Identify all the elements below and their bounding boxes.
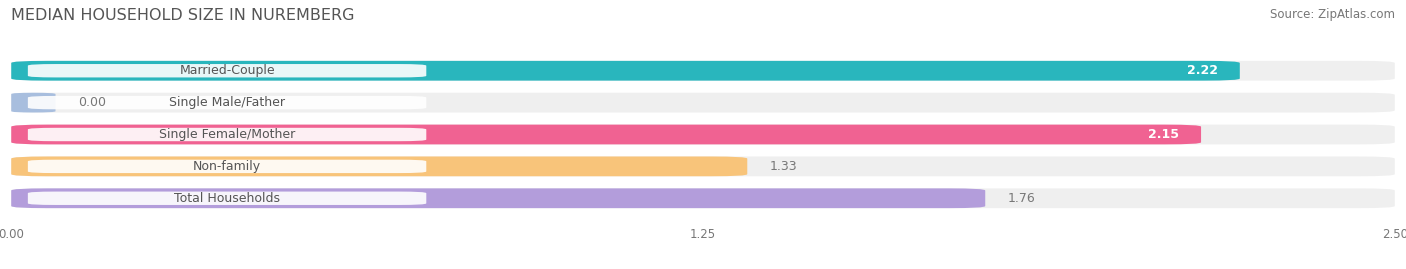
- FancyBboxPatch shape: [11, 188, 986, 208]
- FancyBboxPatch shape: [11, 188, 1395, 208]
- FancyBboxPatch shape: [28, 192, 426, 205]
- Text: Non-family: Non-family: [193, 160, 262, 173]
- Text: 2.15: 2.15: [1147, 128, 1178, 141]
- FancyBboxPatch shape: [11, 125, 1395, 144]
- Text: MEDIAN HOUSEHOLD SIZE IN NUREMBERG: MEDIAN HOUSEHOLD SIZE IN NUREMBERG: [11, 8, 354, 23]
- FancyBboxPatch shape: [28, 64, 426, 77]
- FancyBboxPatch shape: [11, 157, 747, 176]
- FancyBboxPatch shape: [11, 61, 1240, 81]
- FancyBboxPatch shape: [28, 128, 426, 141]
- Text: Single Male/Father: Single Male/Father: [169, 96, 285, 109]
- Text: Single Female/Mother: Single Female/Mother: [159, 128, 295, 141]
- FancyBboxPatch shape: [11, 61, 1395, 81]
- FancyBboxPatch shape: [11, 125, 1201, 144]
- FancyBboxPatch shape: [11, 93, 55, 112]
- Text: Total Households: Total Households: [174, 192, 280, 205]
- Text: 1.33: 1.33: [769, 160, 797, 173]
- FancyBboxPatch shape: [28, 96, 426, 109]
- Text: 1.76: 1.76: [1007, 192, 1035, 205]
- Text: 2.22: 2.22: [1187, 64, 1218, 77]
- FancyBboxPatch shape: [28, 160, 426, 173]
- Text: 0.00: 0.00: [77, 96, 105, 109]
- FancyBboxPatch shape: [11, 93, 1395, 112]
- Text: Source: ZipAtlas.com: Source: ZipAtlas.com: [1270, 8, 1395, 21]
- FancyBboxPatch shape: [11, 157, 1395, 176]
- Text: Married-Couple: Married-Couple: [179, 64, 276, 77]
